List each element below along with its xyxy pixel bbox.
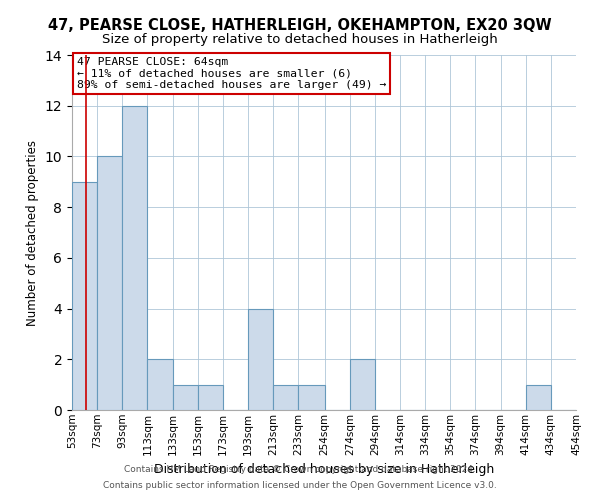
Bar [350, 360, 375, 410]
Text: 47, PEARSE CLOSE, HATHERLEIGH, OKEHAMPTON, EX20 3QW: 47, PEARSE CLOSE, HATHERLEIGH, OKEHAMPTO… [48, 18, 552, 32]
Y-axis label: Number of detached properties: Number of detached properties [26, 140, 39, 326]
Text: Contains HM Land Registry data © Crown copyright and database right 2024.: Contains HM Land Registry data © Crown c… [124, 466, 476, 474]
X-axis label: Distribution of detached houses by size in Hatherleigh: Distribution of detached houses by size … [154, 463, 494, 476]
Bar [298, 384, 325, 410]
Text: Size of property relative to detached houses in Hatherleigh: Size of property relative to detached ho… [102, 32, 498, 46]
Bar [72, 182, 97, 410]
Text: Contains public sector information licensed under the Open Government Licence v3: Contains public sector information licen… [103, 480, 497, 490]
Bar [248, 308, 273, 410]
Bar [148, 360, 173, 410]
Bar [526, 384, 551, 410]
Bar [122, 106, 148, 410]
Bar [273, 384, 298, 410]
Bar [173, 384, 197, 410]
Text: 47 PEARSE CLOSE: 64sqm
← 11% of detached houses are smaller (6)
89% of semi-deta: 47 PEARSE CLOSE: 64sqm ← 11% of detached… [77, 57, 386, 90]
Bar [97, 156, 122, 410]
Bar [197, 384, 223, 410]
